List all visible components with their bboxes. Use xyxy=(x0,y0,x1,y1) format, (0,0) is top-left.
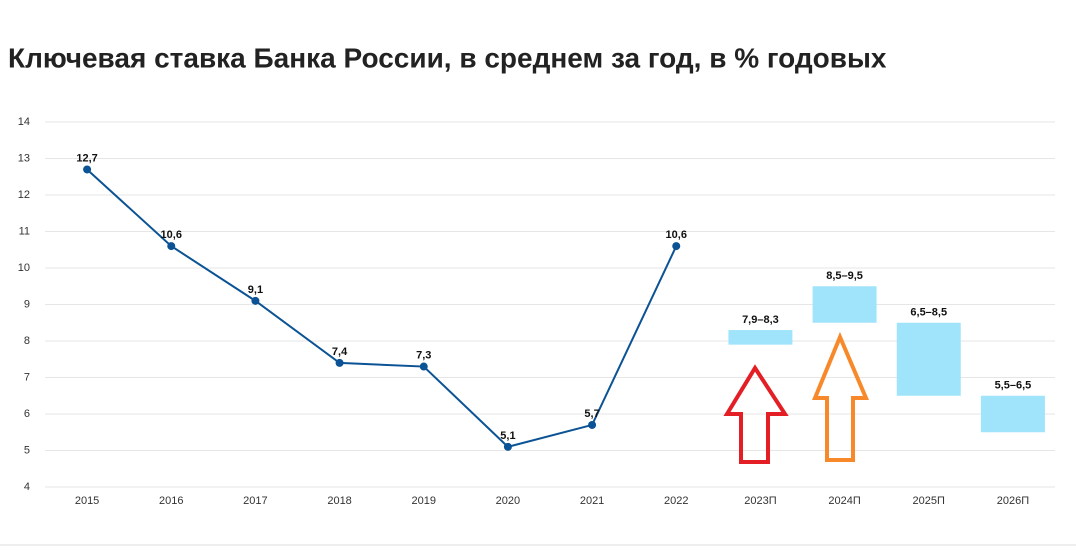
y-tick-label: 4 xyxy=(24,481,30,493)
y-tick-label: 13 xyxy=(18,152,30,164)
x-tick-label: 2024П xyxy=(828,495,860,507)
chart-title: Ключевая ставка Банка России, в среднем … xyxy=(8,42,887,73)
y-tick-label: 7 xyxy=(24,371,30,383)
y-tick-label: 8 xyxy=(24,335,30,347)
forecast-range xyxy=(812,286,877,323)
x-tick-label: 2023П xyxy=(744,495,776,507)
point xyxy=(167,242,176,251)
value-label: 10,6 xyxy=(666,229,687,241)
y-tick-label: 9 xyxy=(24,298,30,310)
y-tick-label: 14 xyxy=(18,116,30,128)
plot: 4 5 6 7 8 9 10 11 12 13 14 2015 2016 2017 2018 2019 2020… xyxy=(18,116,1055,507)
x-tick-label: 2021 xyxy=(580,495,604,507)
forecast-range xyxy=(728,330,793,345)
orange-arrow xyxy=(812,331,870,462)
x-tick-label: 2025П xyxy=(913,495,945,507)
forecast-range xyxy=(980,395,1045,433)
point xyxy=(335,358,344,367)
x-tick-label: 2016 xyxy=(159,495,183,507)
x-tick-label: 2018 xyxy=(327,495,351,507)
value-label: 9,1 xyxy=(248,284,263,296)
y-tick-label: 6 xyxy=(24,408,30,420)
x-tick-label: 2020 xyxy=(496,495,520,507)
y-tick-label: 10 xyxy=(18,262,30,274)
range-label: 7,9–8,3 xyxy=(742,314,779,326)
x-tick-label: 2019 xyxy=(412,495,436,507)
x-tick-label: 2015 xyxy=(75,495,99,507)
value-label: 7,4 xyxy=(332,346,348,358)
value-label: 10,6 xyxy=(161,229,182,241)
y-tick-label: 11 xyxy=(19,225,30,237)
point xyxy=(503,442,512,451)
line xyxy=(86,168,678,448)
range-label: 8,5–9,5 xyxy=(826,270,863,282)
value-label: 12,7 xyxy=(76,152,97,164)
point xyxy=(251,296,260,305)
y-tick-label: 12 xyxy=(18,189,30,201)
x-tick-label: 2022 xyxy=(664,495,688,507)
range-label: 5,5–6,5 xyxy=(995,380,1032,392)
point xyxy=(83,165,92,174)
value-label: 7,3 xyxy=(416,349,431,361)
y-tick-label: 5 xyxy=(24,444,30,456)
point xyxy=(672,242,681,251)
red-arrow xyxy=(723,364,789,464)
point xyxy=(419,362,428,371)
x-tick-label: 2026П xyxy=(997,495,1029,507)
forecast-range xyxy=(896,322,961,396)
range-label: 6,5–8,5 xyxy=(910,307,947,319)
x-tick-label: 2017 xyxy=(243,495,267,507)
point xyxy=(588,420,597,429)
value-label: 5,7 xyxy=(584,408,599,420)
value-label: 5,1 xyxy=(500,430,515,442)
